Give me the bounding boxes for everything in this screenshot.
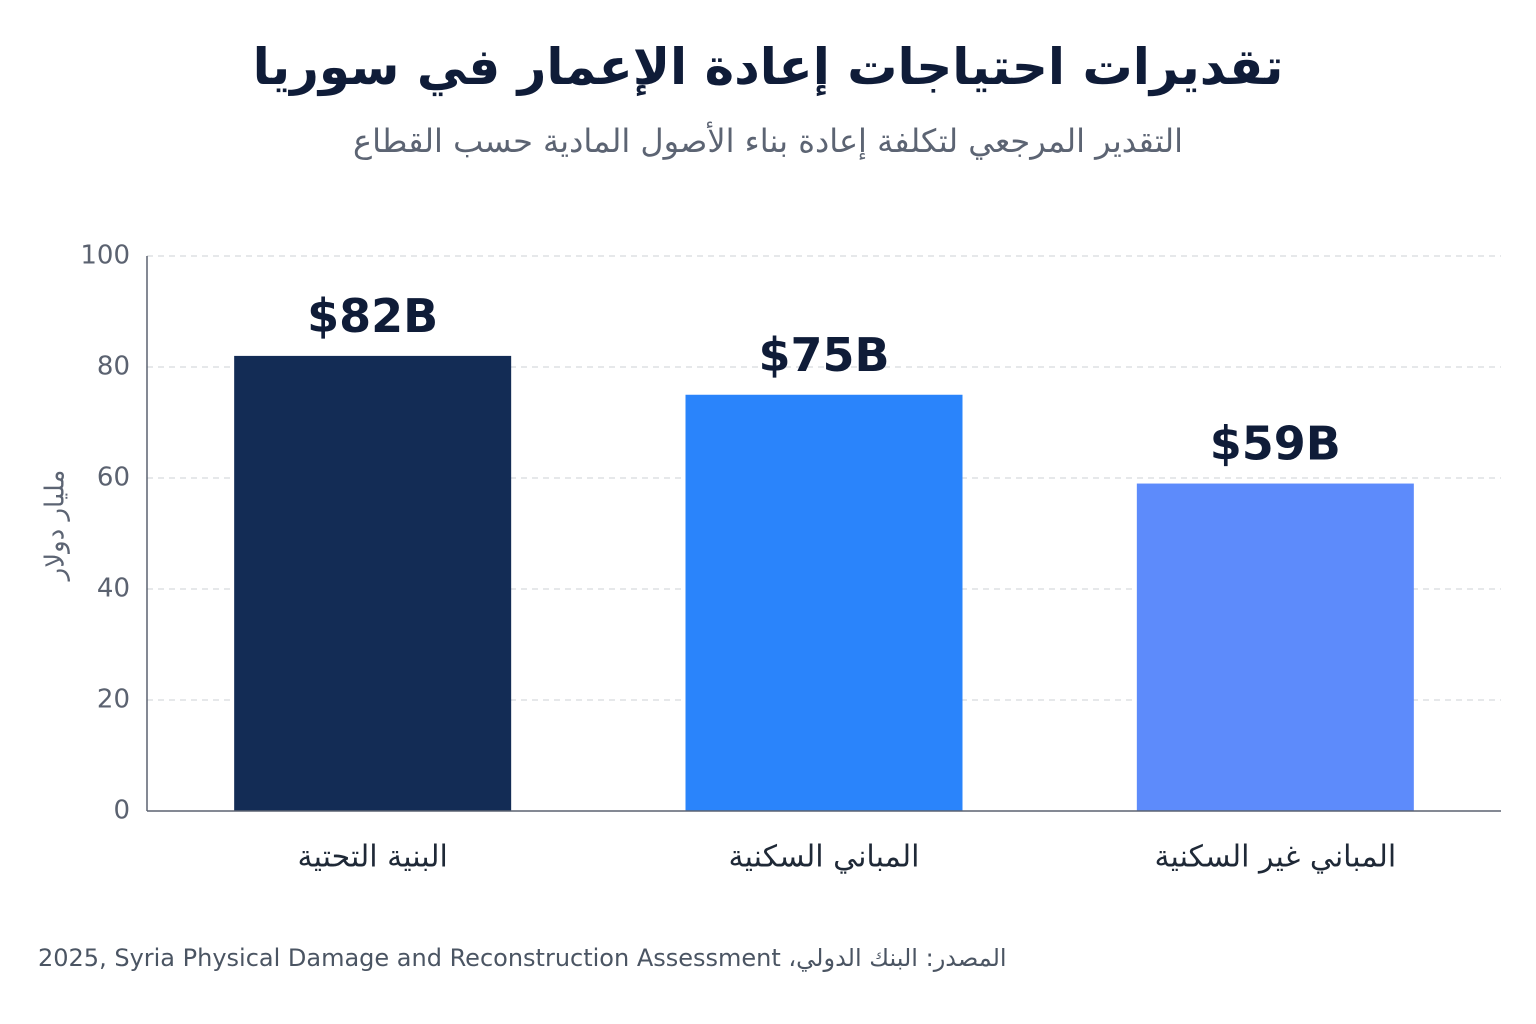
y-tick-label: 20 <box>97 685 130 715</box>
y-tick-label: 40 <box>97 574 130 604</box>
chart-subtitle: التقدير المرجعي لتكلفة إعادة بناء الأصول… <box>353 122 1183 160</box>
y-tick-labels: 0 20 40 60 80 100 <box>80 241 130 826</box>
y-tick-label: 80 <box>97 352 130 382</box>
y-axis-label: مليار دولار <box>41 470 71 583</box>
bar <box>1136 483 1414 811</box>
source-note: 2025, Syria Physical Damage and Reconstr… <box>38 944 1007 972</box>
y-tick-label: 60 <box>97 463 130 493</box>
bar-value-label: $82B <box>307 289 438 343</box>
y-tick-label: 100 <box>80 241 130 271</box>
chart-title: تقديرات احتياجات إعادة الإعمار في سوريا <box>252 38 1284 96</box>
bar <box>234 355 512 811</box>
category-labels: البنية التحتية المباني السكنية المباني غير… <box>297 840 1396 875</box>
category-label: المباني غير السكنية <box>1154 840 1396 875</box>
category-label: البنية التحتية <box>297 840 447 875</box>
category-label: المباني السكنية <box>729 840 920 875</box>
bar-value-label: $75B <box>758 328 889 382</box>
y-tick-label: 0 <box>113 796 130 826</box>
value-labels: $82B $75B $59B <box>307 289 1341 471</box>
axes <box>146 256 1501 812</box>
bar-value-label: $59B <box>1210 417 1341 471</box>
bars <box>234 355 1414 811</box>
bar <box>685 394 963 811</box>
